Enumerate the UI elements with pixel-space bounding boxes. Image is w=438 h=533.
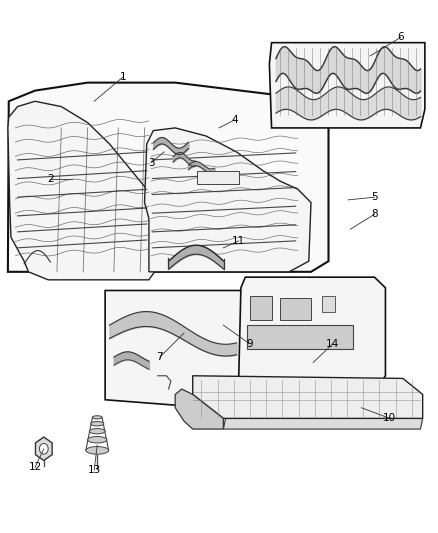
Polygon shape bbox=[35, 437, 52, 461]
Text: 6: 6 bbox=[397, 33, 404, 42]
Text: 5: 5 bbox=[371, 192, 378, 202]
Polygon shape bbox=[175, 389, 223, 429]
Text: 14: 14 bbox=[326, 339, 339, 349]
Text: 1: 1 bbox=[119, 72, 126, 82]
Polygon shape bbox=[8, 83, 328, 272]
Polygon shape bbox=[223, 418, 423, 429]
Text: 10: 10 bbox=[383, 414, 396, 423]
Polygon shape bbox=[269, 43, 425, 128]
Text: 9: 9 bbox=[246, 339, 253, 349]
Text: 12: 12 bbox=[28, 463, 42, 472]
Text: 4: 4 bbox=[231, 115, 238, 125]
FancyBboxPatch shape bbox=[250, 296, 272, 320]
Polygon shape bbox=[239, 277, 385, 389]
Circle shape bbox=[39, 443, 48, 454]
Text: 8: 8 bbox=[371, 209, 378, 219]
Text: 13: 13 bbox=[88, 465, 101, 475]
FancyBboxPatch shape bbox=[197, 171, 239, 184]
FancyBboxPatch shape bbox=[280, 298, 311, 320]
Ellipse shape bbox=[89, 429, 105, 434]
Polygon shape bbox=[8, 101, 162, 280]
Text: 3: 3 bbox=[148, 158, 155, 167]
Polygon shape bbox=[193, 376, 423, 418]
FancyBboxPatch shape bbox=[247, 325, 353, 349]
Text: 7: 7 bbox=[156, 352, 163, 362]
Text: 11: 11 bbox=[232, 236, 245, 246]
Ellipse shape bbox=[88, 437, 107, 443]
Ellipse shape bbox=[91, 422, 104, 426]
Ellipse shape bbox=[86, 447, 109, 454]
Polygon shape bbox=[145, 128, 311, 272]
Polygon shape bbox=[105, 290, 252, 410]
Text: 2: 2 bbox=[47, 174, 54, 183]
Ellipse shape bbox=[92, 416, 102, 419]
FancyBboxPatch shape bbox=[322, 296, 335, 312]
